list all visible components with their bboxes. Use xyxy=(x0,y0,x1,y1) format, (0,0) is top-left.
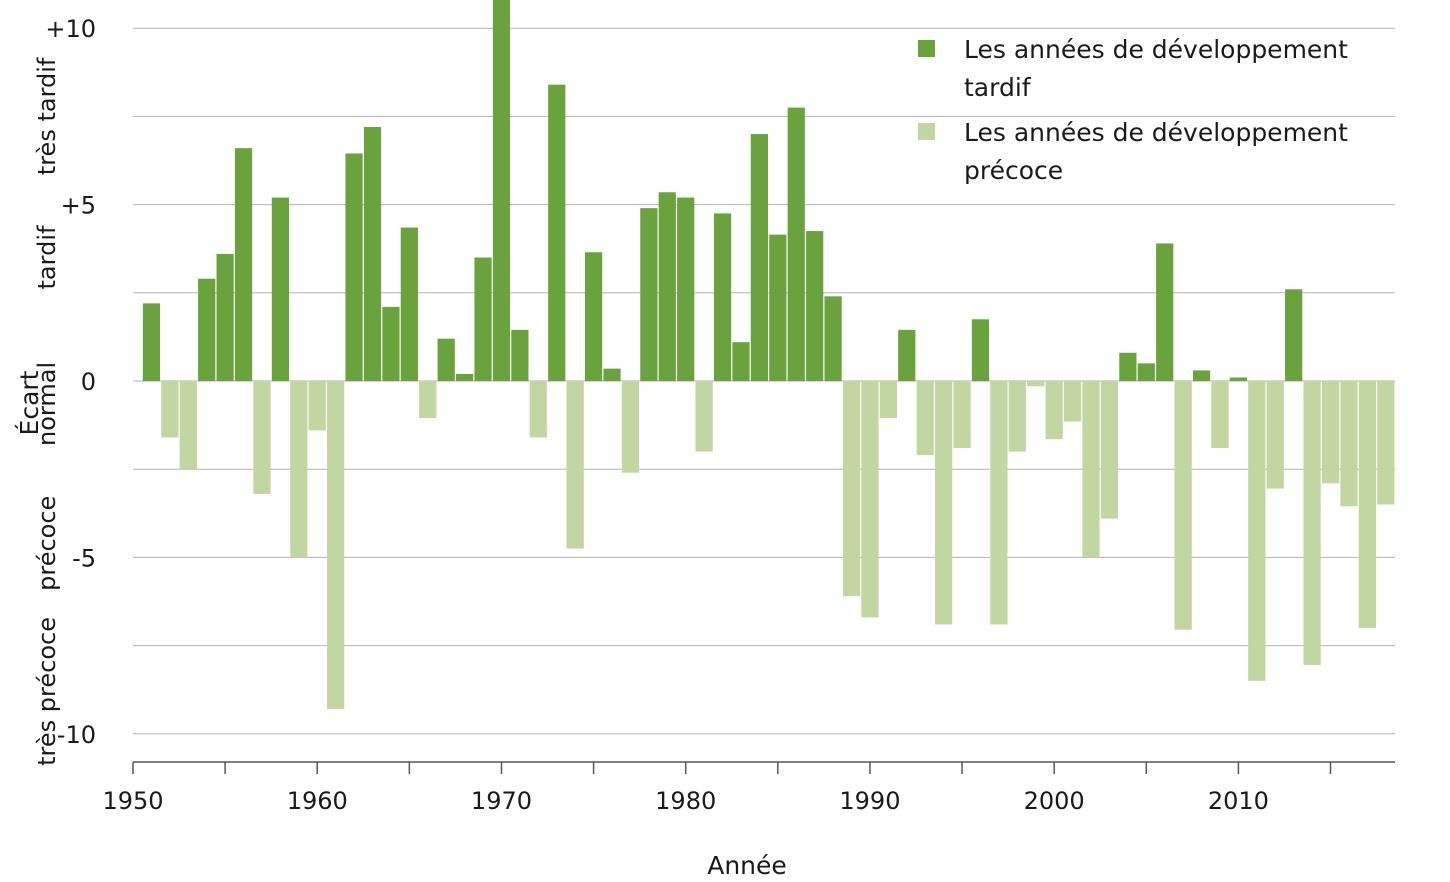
bar-1977 xyxy=(621,381,640,473)
bar-1972 xyxy=(529,381,547,438)
y-band-labels: très tardif tardif normal précoce très préco… xyxy=(33,57,61,766)
x-tick-label: 1970 xyxy=(471,787,532,815)
bar-1966 xyxy=(419,381,437,419)
bar-1957 xyxy=(253,381,271,494)
bar-1951 xyxy=(142,303,161,381)
bar-1975 xyxy=(584,252,603,381)
bar-1960 xyxy=(308,381,326,431)
bar-1970 xyxy=(492,0,511,381)
bar-1986 xyxy=(787,107,805,381)
legend-label-early: Les années de développement précoce xyxy=(964,118,1356,185)
y-tick-label: -5 xyxy=(72,544,96,572)
x-tick-label: 1950 xyxy=(102,787,163,815)
bar-2005 xyxy=(1137,363,1155,381)
bar-1952 xyxy=(161,381,179,438)
legend-label-late: Les années de développement tardif xyxy=(964,35,1356,102)
bar-1984 xyxy=(750,134,769,381)
y-band-label: très tardif xyxy=(33,57,61,175)
bar-1956 xyxy=(234,148,253,381)
bar-1976 xyxy=(603,368,621,381)
bar-2012 xyxy=(1266,381,1284,489)
y-tick-label: +5 xyxy=(61,192,96,220)
y-tick-label: +10 xyxy=(45,15,96,43)
bar-2002 xyxy=(1082,381,1100,558)
bar-2003 xyxy=(1100,381,1119,519)
bar-1978 xyxy=(640,208,658,381)
legend-swatch-late xyxy=(918,40,935,57)
x-tick-label: 1980 xyxy=(655,787,716,815)
y-tick-label: -10 xyxy=(57,721,96,749)
bar-1989 xyxy=(842,381,861,597)
bar-1998 xyxy=(1008,381,1026,452)
bar-1987 xyxy=(806,231,824,381)
bar-1959 xyxy=(290,381,308,558)
y-band-label: précoce xyxy=(33,496,61,591)
bar-1994 xyxy=(935,381,953,625)
bar-2006 xyxy=(1156,243,1174,381)
bar-2013 xyxy=(1285,289,1303,381)
bars xyxy=(142,0,1395,710)
bar-1996 xyxy=(971,319,990,381)
bar-2016 xyxy=(1340,381,1358,507)
x-tick-label: 2010 xyxy=(1208,787,1269,815)
bar-1991 xyxy=(879,381,897,419)
bar-2010 xyxy=(1229,377,1248,381)
bar-1985 xyxy=(769,234,787,381)
bar-1999 xyxy=(1027,381,1045,387)
bar-1958 xyxy=(271,197,289,381)
bar-1968 xyxy=(456,373,474,381)
bar-1954 xyxy=(198,278,216,381)
x-tick-label: 1960 xyxy=(287,787,348,815)
bar-1967 xyxy=(437,338,455,381)
bar-1990 xyxy=(861,381,879,618)
x-tick-label: 2000 xyxy=(1024,787,1085,815)
y-axis-title: Écart xyxy=(15,370,44,435)
y-band-label: très précoce xyxy=(33,617,61,766)
bar-1965 xyxy=(400,227,418,381)
bar-1964 xyxy=(382,306,400,381)
legend: Les années de développement tardif Les a… xyxy=(918,35,1356,185)
x-tick-label: 1990 xyxy=(839,787,900,815)
bar-1973 xyxy=(548,84,566,382)
bar-1962 xyxy=(345,153,363,381)
bar-1963 xyxy=(363,127,382,381)
bar-2009 xyxy=(1211,381,1229,449)
bar-1955 xyxy=(216,254,234,381)
bar-2017 xyxy=(1358,381,1376,628)
bar-1983 xyxy=(732,342,750,381)
x-tick-labels: 1950 1960 1970 1980 1990 2000 2010 xyxy=(102,787,1268,815)
bar-2014 xyxy=(1303,381,1321,665)
bar-2001 xyxy=(1063,381,1082,422)
bar-2015 xyxy=(1321,381,1340,484)
bar-1953 xyxy=(179,381,197,470)
bar-1992 xyxy=(898,329,916,381)
bar-1997 xyxy=(990,381,1008,625)
bar-2004 xyxy=(1119,352,1137,381)
y-tick-label: 0 xyxy=(81,368,96,396)
bar-1988 xyxy=(824,296,842,381)
bar-2011 xyxy=(1248,381,1266,681)
bar-1980 xyxy=(677,197,695,381)
y-tick-labels: +10 +5 0 -5 -10 xyxy=(45,15,96,749)
bar-2000 xyxy=(1045,381,1063,440)
bar-1971 xyxy=(511,329,529,381)
y-band-label: tardif xyxy=(33,225,61,289)
bar-1981 xyxy=(695,381,713,452)
y-band-label: normal xyxy=(33,362,61,446)
legend-swatch-early xyxy=(918,123,935,140)
bar-1979 xyxy=(658,192,676,381)
bar-1995 xyxy=(953,381,971,449)
bar-1993 xyxy=(916,381,934,456)
bar-2018 xyxy=(1377,381,1395,505)
x-axis xyxy=(132,761,1395,774)
bar-1974 xyxy=(566,381,584,549)
bar-1969 xyxy=(474,257,492,381)
bar-2007 xyxy=(1174,381,1192,630)
bar-1982 xyxy=(713,213,732,381)
bar-2008 xyxy=(1192,370,1211,381)
bar-1961 xyxy=(327,381,345,710)
x-axis-title: Année xyxy=(707,851,787,880)
